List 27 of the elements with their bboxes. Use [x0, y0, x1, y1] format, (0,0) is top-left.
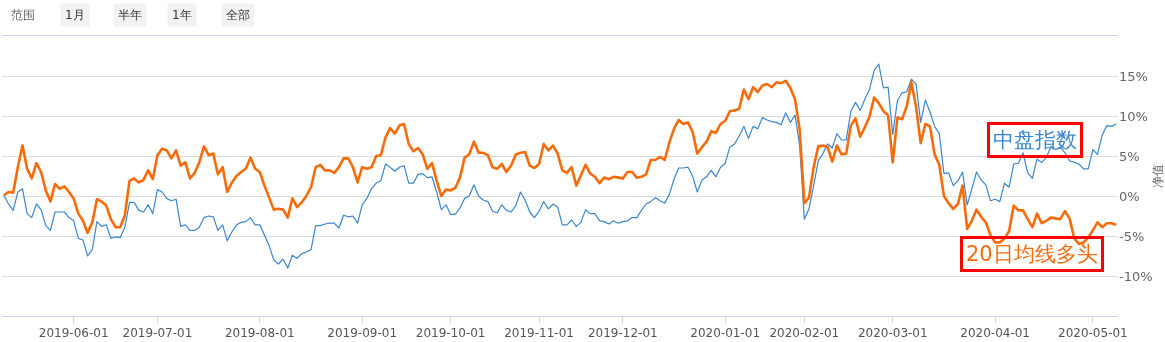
x-tick-label: 2020-04-01 — [960, 326, 1031, 341]
x-tick-label: 2020-03-01 — [857, 326, 928, 341]
y-tick-label: 0% — [1119, 188, 1140, 204]
x-tick-label: 2020-01-01 — [690, 326, 761, 341]
y-tick-label: 5% — [1119, 148, 1140, 164]
y-tick-label: -10% — [1119, 268, 1153, 284]
x-tick-label: 2019-10-01 — [415, 326, 486, 341]
series-label: 中盘指数 — [993, 128, 1077, 152]
text: 半年 — [118, 8, 142, 22]
y-axis-title: 净值 — [1151, 164, 1165, 188]
x-tick-label: 2019-09-01 — [327, 326, 398, 341]
text: 1年 — [172, 8, 192, 22]
x-tick-label: 2020-05-01 — [1057, 326, 1128, 341]
x-tick-label: 2020-02-01 — [769, 326, 840, 341]
text: 全部 — [226, 8, 250, 22]
x-tick-label: 2019-08-01 — [224, 326, 295, 341]
text: 1月 — [65, 8, 85, 22]
y-tick-label: 10% — [1119, 108, 1148, 124]
x-tick-label: 2019-06-01 — [38, 326, 109, 341]
x-tick-label: 2019-07-01 — [122, 326, 193, 341]
x-tick-label: 2019-12-01 — [587, 326, 658, 341]
y-tick-label: 15% — [1119, 68, 1148, 84]
x-tick-label: 2019-11-01 — [504, 326, 574, 341]
y-tick-label: -5% — [1119, 228, 1145, 244]
series-label: 20日均线多头 — [966, 242, 1098, 266]
line-series — [3, 63, 1117, 269]
text: 范围 — [11, 8, 35, 22]
